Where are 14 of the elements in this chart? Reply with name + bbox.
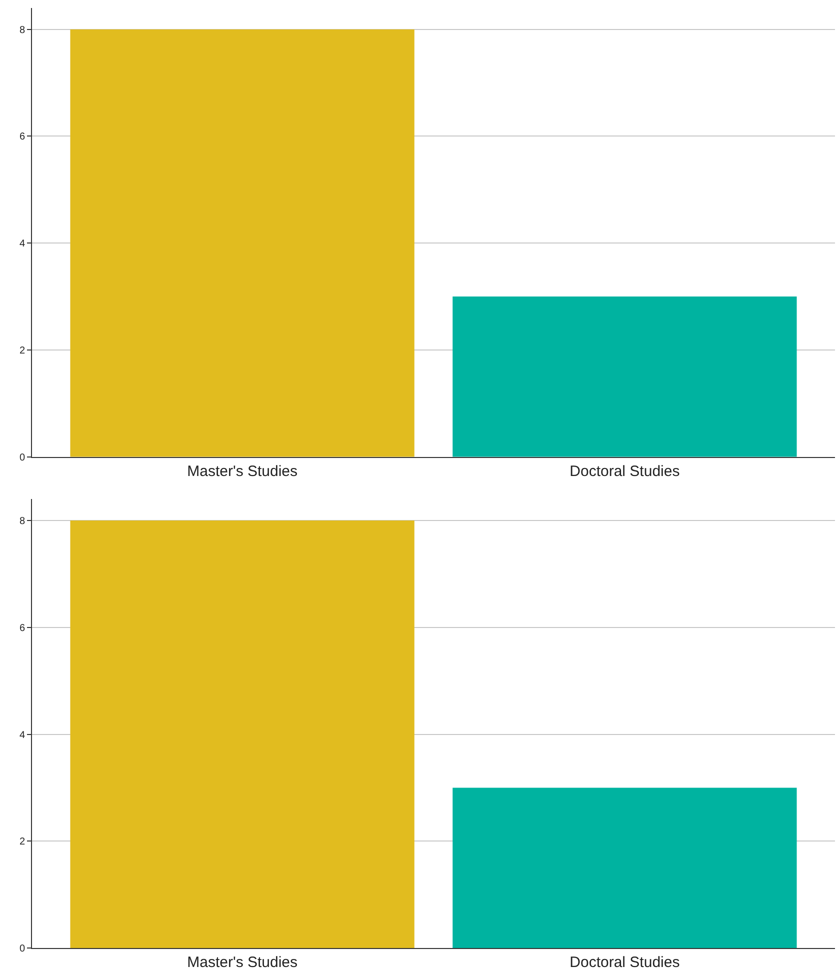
x-tick-label: Doctoral Studies (570, 462, 680, 480)
y-tick-label: 8 (19, 516, 26, 528)
y-tick-label: 6 (19, 132, 26, 143)
y-tick-label: 2 (19, 836, 26, 848)
x-tick-label: Doctoral Studies (570, 954, 680, 971)
y-tick-label: 4 (19, 730, 26, 741)
y-tick-label: 2 (19, 345, 26, 356)
y-tick-label: 0 (19, 944, 26, 954)
x-tick-label: Master's Studies (187, 462, 298, 480)
y-tick-label: 8 (19, 24, 26, 36)
y-tick-label: 6 (19, 622, 26, 634)
y-tick-label: 4 (19, 238, 26, 250)
y-tick-label: 0 (19, 452, 26, 464)
x-tick-label: Master's Studies (187, 954, 298, 971)
